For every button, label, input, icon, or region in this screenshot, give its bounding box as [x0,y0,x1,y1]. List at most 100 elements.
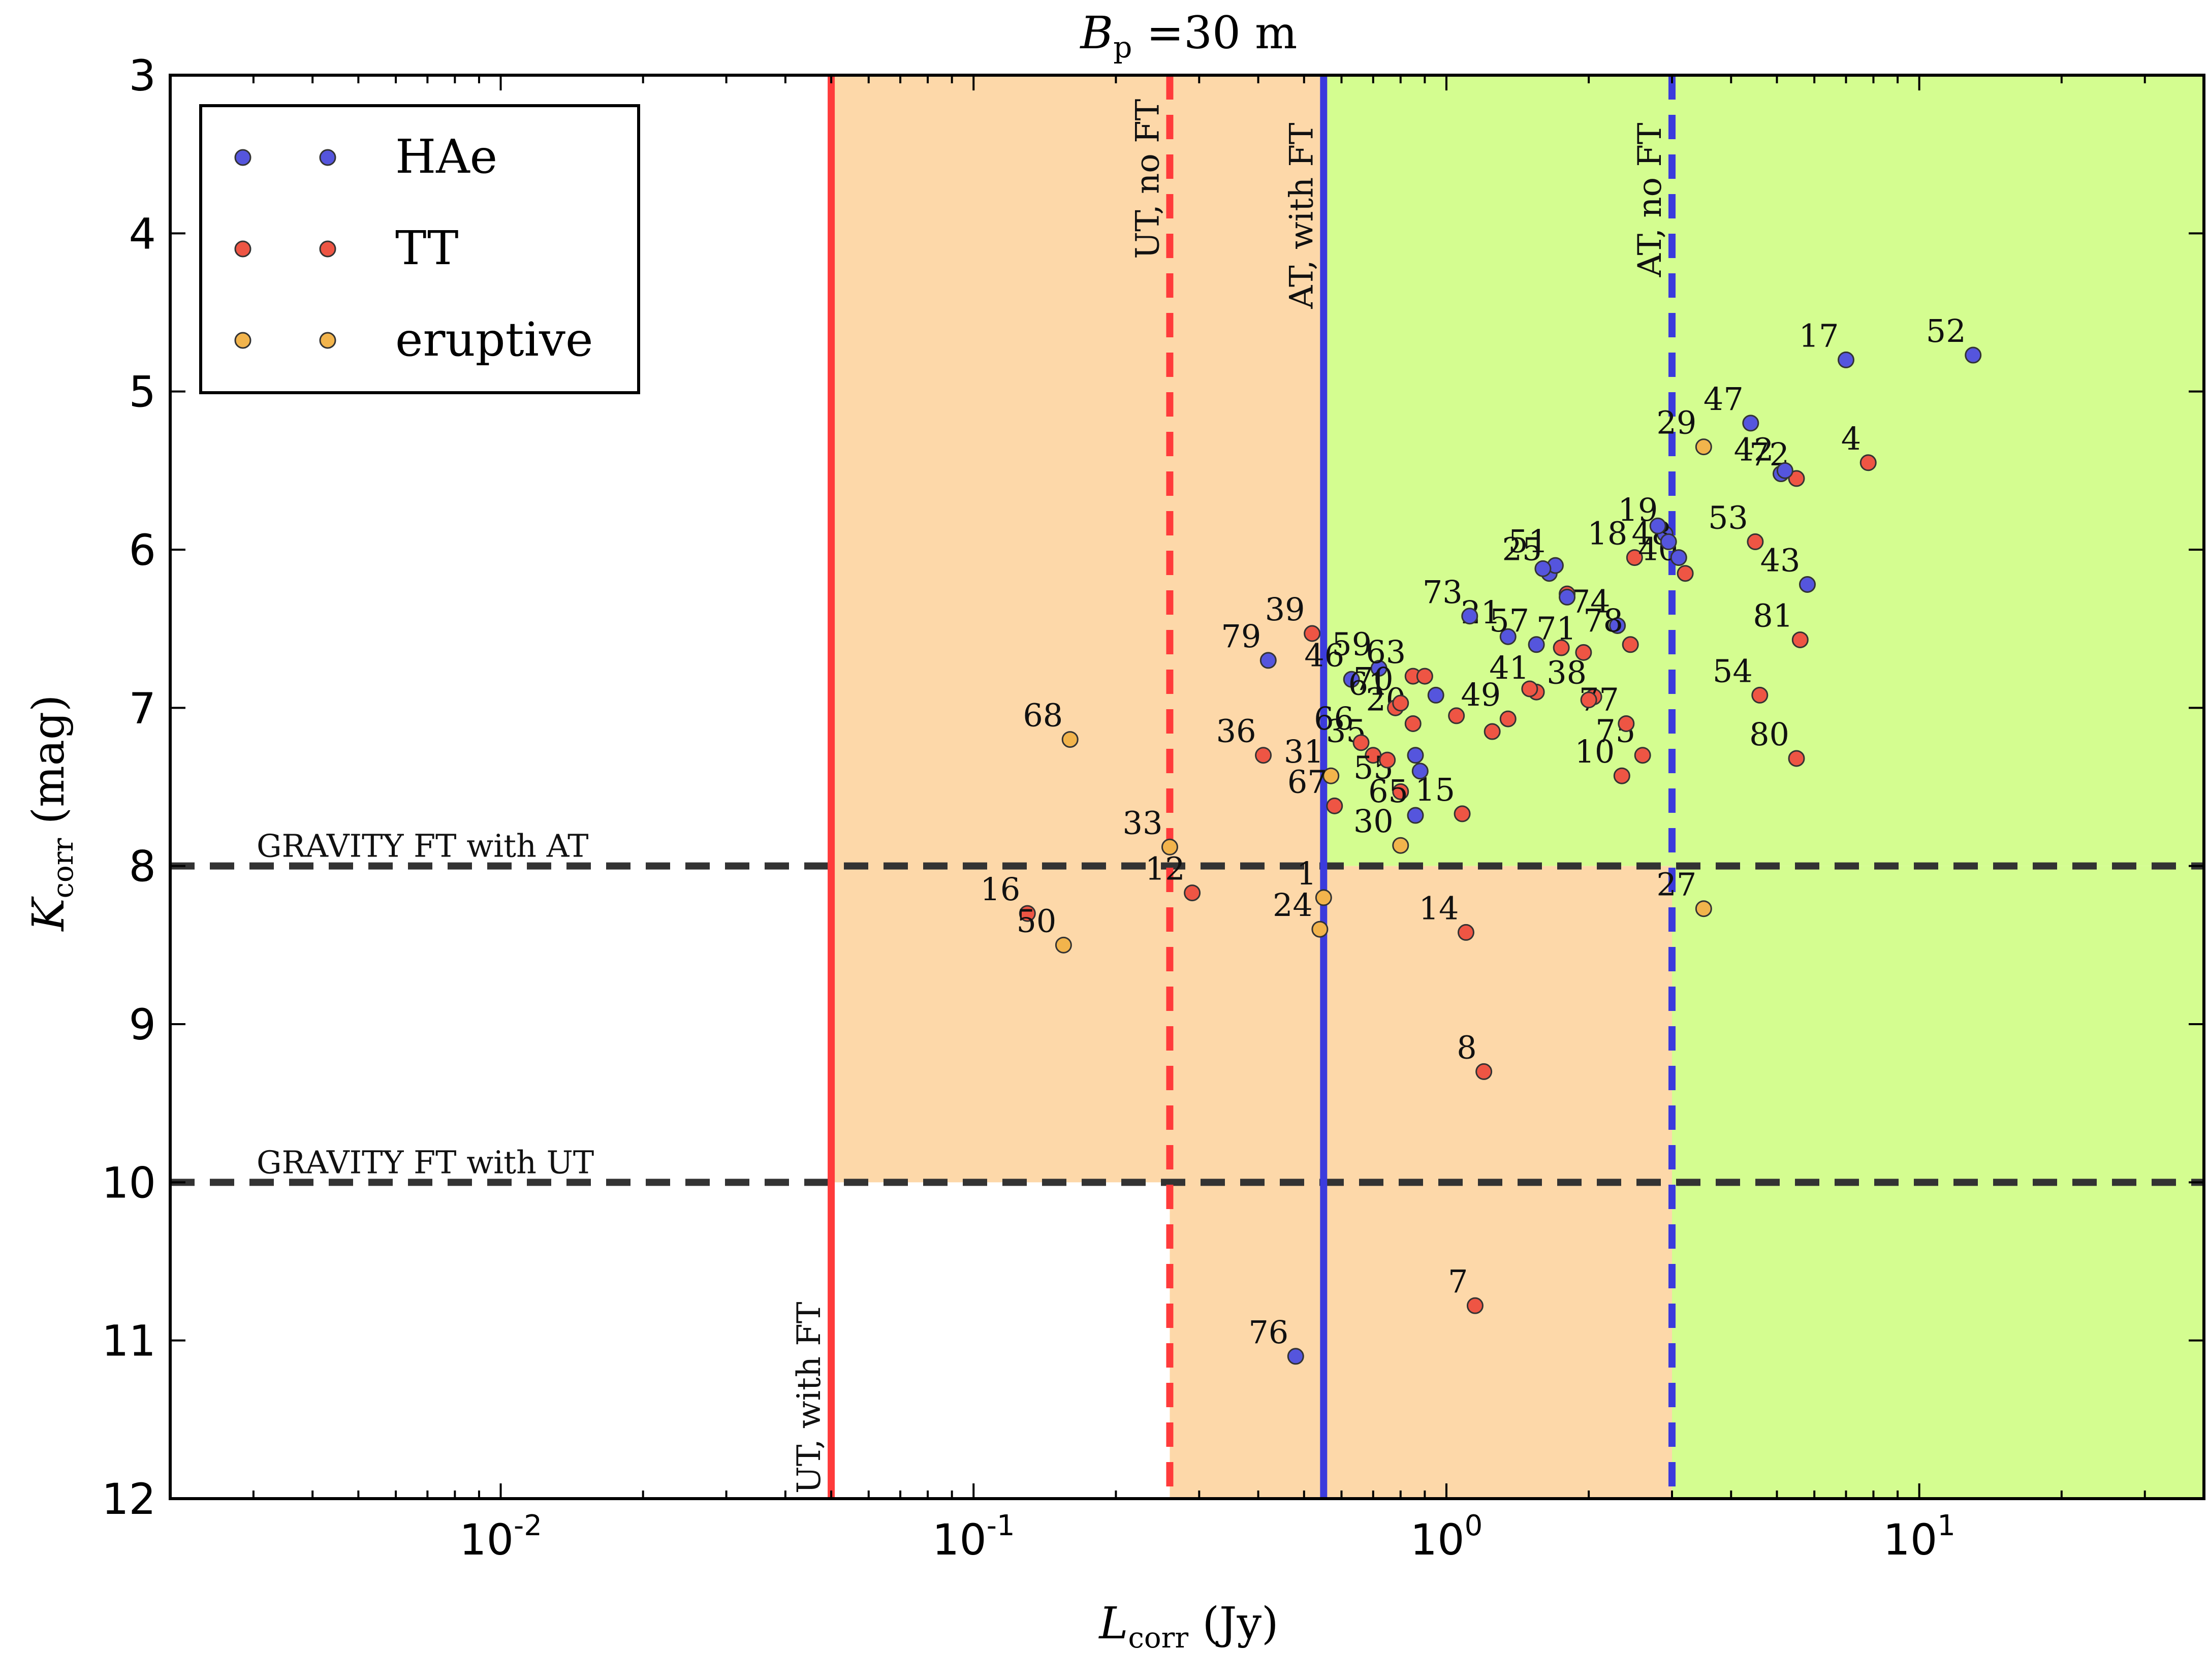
point-10 [1613,767,1630,784]
point-label-65: 65 [1368,773,1408,810]
point-label-17: 17 [1799,317,1839,354]
point-label-57: 57 [1489,602,1529,639]
point-label-4: 4 [1841,420,1861,457]
y-axis-label: Kcorr (mag) [23,694,80,932]
chart-title-rest: =30 m [1132,7,1297,59]
point-label-70: 70 [1353,660,1394,698]
point-34 [1379,751,1396,769]
point-label-14: 14 [1419,890,1459,927]
point-55 [1392,783,1409,800]
point-label-24: 24 [1273,886,1313,924]
point-30 [1392,837,1409,854]
point-label-7: 7 [1448,1263,1468,1300]
y-tick-label-7: 7 [129,683,156,733]
point-label-63: 63 [1366,633,1406,671]
y-tick-label-12: 12 [102,1474,156,1524]
point-13 [1521,680,1538,698]
point-33 [1161,838,1178,855]
legend-marker-a-1 [234,240,251,258]
point-73 [1461,608,1478,625]
plot-frame [169,74,2205,1500]
axes-frame [169,74,2205,1500]
point-label-79: 79 [1221,618,1261,655]
point-16 [1019,905,1036,922]
point-label-12: 12 [1145,850,1185,887]
y-tick-label-3: 3 [129,51,156,101]
point-label-29: 29 [1656,404,1696,441]
vline-label-3: AT, no FT [1631,122,1669,277]
point-label-52: 52 [1926,312,1966,350]
horizontal-threshold-lines: GRAVITY FT with AT GRAVITY FT with UT [170,828,2204,1186]
x-tick-label--2: 10-2 [459,1509,542,1565]
point-label-10: 10 [1574,733,1615,770]
point-21 [1499,628,1517,645]
point-70 [1392,694,1409,712]
legend-box [199,104,640,394]
shaded-regions [831,75,2204,1499]
point-label-1: 1 [1297,855,1316,892]
point-40 [1677,565,1694,582]
point-label-33: 33 [1123,804,1163,841]
data-points: 1478101214151617181920212425272930313335… [980,312,1982,1365]
point-label-51: 51 [1508,523,1549,560]
chart-title: Bp =30 m [1080,7,1298,65]
point-label-18: 18 [1587,515,1627,552]
point-65 [1407,807,1424,824]
point-label-30: 30 [1353,803,1394,840]
point-78 [1622,636,1639,653]
point-67 [1326,797,1343,814]
point-71 [1575,644,1592,661]
hline-label-0: GRAVITY FT with AT [257,828,588,865]
point-29 [1695,438,1712,456]
point-5 [1484,723,1501,740]
point-label-41: 41 [1489,649,1529,686]
point-7 [1466,1297,1484,1314]
point-53 [1747,533,1764,550]
legend-marker-b-0 [319,149,336,166]
point-44 [1534,560,1552,577]
point-66 [1352,734,1370,751]
legend-marker-a-2 [234,332,251,349]
point-label-78: 78 [1583,602,1623,639]
point-6 [1427,686,1444,704]
point-4 [1859,454,1877,471]
point-39 [1304,625,1321,642]
point-11 [1776,462,1793,479]
point-label-46: 46 [1304,637,1344,674]
x-tick-label-1: 101 [1883,1509,1955,1565]
point-23 [1559,588,1576,606]
vline-label-2: AT, with FT [1283,122,1320,309]
point-76 [1287,1348,1304,1365]
point-label-47: 47 [1704,381,1744,418]
point-20 [1404,715,1422,732]
point-label-38: 38 [1547,654,1587,691]
point-label-36: 36 [1216,713,1256,750]
legend-marker-b-2 [319,332,336,349]
point-68 [1061,731,1079,748]
y-tick-label-5: 5 [129,367,156,417]
point-label-71: 71 [1536,610,1576,647]
point-80 [1788,750,1805,767]
vline-label-1: UT, no FT [1129,99,1166,259]
point-77 [1618,715,1635,732]
point-label-16: 16 [980,871,1020,908]
x-tick-label-0: 100 [1410,1509,1483,1565]
y-tick-label-10: 10 [102,1158,156,1208]
point-label-27: 27 [1656,866,1696,903]
x-tick-label--1: 10-1 [932,1509,1015,1565]
point-24 [1311,921,1329,938]
point-label-39: 39 [1265,591,1305,628]
point-52 [1965,346,1982,364]
y-axis-label-unit: (mag) [23,694,74,838]
point-59 [1370,660,1387,677]
point-label-53: 53 [1708,499,1748,536]
point-label-59: 59 [1332,626,1372,663]
point-2 [1649,517,1666,534]
legend-marker-a-0 [234,149,251,166]
point-28 [1660,533,1677,550]
legend-label-2: eruptive [395,312,593,367]
point-label-43: 43 [1760,542,1801,579]
point-label-42: 42 [1734,431,1774,468]
